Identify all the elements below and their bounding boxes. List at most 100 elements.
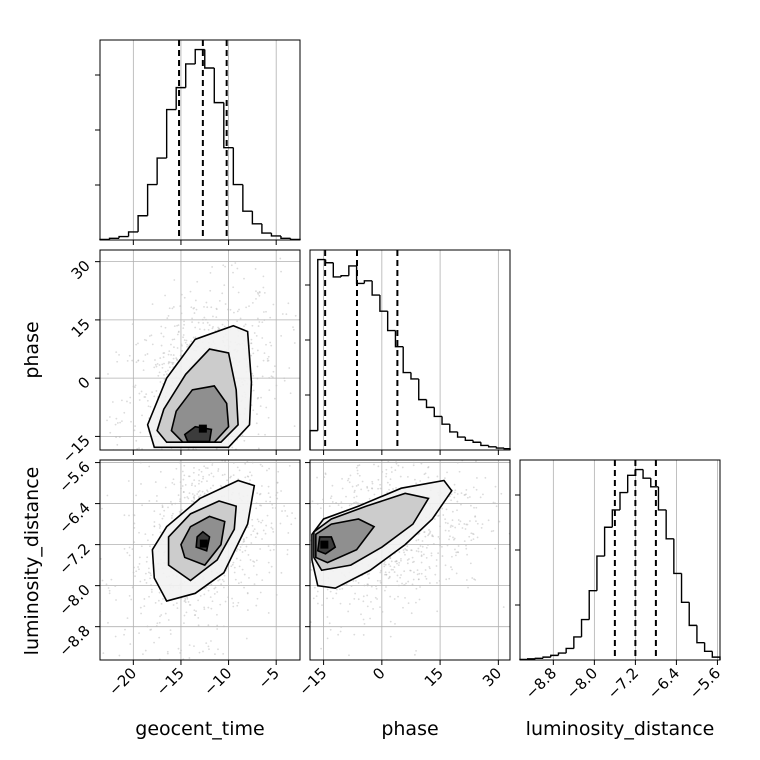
hist-panel-phase-bin-3 [332, 262, 342, 278]
hist-panel-phase-bin-16 [433, 407, 443, 418]
joint-panel-geocent-time-vs-luminosity-distance-contour-1 [167, 500, 238, 582]
hist-panel-luminosity-distance-bin-21 [680, 573, 690, 603]
y-axis-label-phase: phase [21, 321, 43, 378]
joint-panel-geocent-time-vs-phase-ytick-label-3: 30 [68, 257, 94, 283]
hist-panel-luminosity-distance-bin-25 [711, 651, 721, 660]
joint-panel-phase-vs-luminosity-distance: −15 0 15 30 [295, 459, 511, 699]
hist-panel-luminosity-distance-bin-19 [665, 509, 674, 540]
hist-panel-phase-bin-13 [410, 372, 419, 380]
hist-panel-phase-bin-8 [371, 280, 380, 296]
joint-panel-phase-vs-luminosity-distance-peak [320, 540, 329, 549]
hist-panel-geocent-time-bin-14 [232, 147, 243, 186]
hist-panel-phase-bin-22 [480, 442, 489, 447]
joint-panel-geocent-time-vs-luminosity-distance-frame [99, 459, 301, 661]
joint-panel-phase-vs-luminosity-distance-xtick-label-0: −15 [295, 664, 330, 699]
hist-panel-phase-frame [309, 249, 511, 451]
joint-panel-geocent-time-vs-luminosity-distance-plot-area [100, 460, 297, 660]
joint-panel-geocent-time-vs-phase-frame [99, 249, 301, 451]
hist-panel-geocent-time-bin-12 [213, 67, 224, 104]
hist-panel-luminosity-distance-bin-16 [642, 469, 651, 479]
hist-panel-geocent-time-bin-10 [194, 48, 205, 64]
hist-panel-geocent-time-bin-7 [165, 108, 177, 159]
hist-panel-luminosity-distance-bin-2 [534, 657, 544, 659]
hist-panel-phase-bin-0 [309, 429, 318, 450]
hist-panel-luminosity-distance-bin-18 [657, 486, 667, 511]
hist-panel-luminosity-distance-bin-8 [580, 618, 590, 637]
hist-panel-luminosity-distance-bin-22 [688, 602, 697, 627]
hist-panel-phase-bin-20 [464, 437, 474, 442]
joint-panel-phase-vs-luminosity-distance-frame [309, 459, 511, 661]
hist-panel-phase-bin-7 [363, 280, 373, 284]
hist-panel-luminosity-distance-bin-3 [542, 656, 551, 659]
hist-panel-geocent-time [95, 39, 301, 245]
hist-panel-luminosity-distance-bin-20 [673, 538, 682, 575]
hist-panel-geocent-time-bin-17 [261, 223, 272, 234]
joint-panel-phase-vs-luminosity-distance-contour-1 [313, 492, 430, 572]
hist-panel-luminosity-distance-bin-23 [696, 625, 705, 644]
hist-panel-phase-bin-21 [472, 440, 481, 443]
x-axis-label-geocent-time: geocent_time [135, 718, 264, 740]
joint-panel-geocent-time-vs-phase-ytick-label-2: 15 [68, 315, 94, 341]
joint-panel-geocent-time-vs-luminosity-distance-ytick-label-0: −8.8 [55, 622, 93, 660]
hist-panel-luminosity-distance-bin-13 [619, 491, 628, 510]
joint-panel-phase-vs-luminosity-distance-contour-0 [311, 479, 453, 590]
hist-panel-luminosity-distance-bin-6 [565, 647, 574, 654]
hist-panel-luminosity-distance-bin-15 [634, 468, 644, 476]
joint-panel-geocent-time-vs-luminosity-distance-contour-3 [195, 530, 211, 552]
hist-panel-phase-bin-1 [317, 258, 326, 431]
joint-panel-geocent-time-vs-phase-plot-area [106, 257, 297, 450]
hist-panel-luminosity-distance-bin-5 [557, 652, 567, 656]
joint-panel-geocent-time-vs-luminosity-distance-ytick-label-2: −7.2 [55, 540, 93, 578]
joint-panel-geocent-time-vs-luminosity-distance-ytick-label-4: −5.6 [55, 458, 93, 496]
joint-panel-phase-vs-luminosity-distance-contour-2 [315, 518, 376, 564]
hist-panel-phase [305, 249, 511, 455]
hist-panel-phase-bin-12 [402, 346, 411, 374]
joint-panel-geocent-time-vs-phase-contour-2 [170, 385, 230, 444]
hist-panel-phase-bin-10 [386, 311, 396, 332]
hist-panel-geocent-time-bin-3 [127, 231, 139, 237]
joint-panel-geocent-time-vs-luminosity-distance-ytick-label-1: −8.0 [55, 581, 93, 619]
hist-panel-geocent-time-bin-19 [280, 235, 291, 239]
hist-panel-luminosity-distance-bin-12 [611, 509, 620, 528]
hist-panel-geocent-time-bin-15 [242, 184, 253, 212]
joint-panel-geocent-time-vs-phase-density-2 [171, 385, 229, 443]
joint-panel-geocent-time-vs-phase-contour-0 [146, 324, 253, 449]
x-axis-label-luminosity-distance: luminosity_distance [526, 718, 715, 740]
hist-panel-luminosity-distance-xtick-label-4: −5.6 [686, 664, 724, 702]
joint-panel-geocent-time-vs-luminosity-distance-xtick-label-3: −5 [255, 664, 283, 692]
hist-panel-luminosity-distance-bin-10 [596, 555, 605, 591]
hist-panel-geocent-time-bin-18 [270, 233, 281, 237]
hist-panel-geocent-time-bin-11 [204, 49, 215, 69]
joint-panel-geocent-time-vs-phase-contour-1 [156, 348, 239, 444]
hist-panel-phase-bin-2 [324, 259, 334, 264]
axis-labels: geocent_time phase luminosity_distance p… [21, 321, 714, 740]
hist-panel-luminosity-distance-xtick-label-3: −6.4 [645, 664, 683, 702]
hist-panel-luminosity-distance-bin-7 [573, 636, 582, 649]
hist-panel-phase-bin-15 [425, 399, 435, 409]
hist-panel-luminosity-distance-bin-17 [650, 478, 659, 488]
hist-panel-geocent-time-bin-8 [175, 86, 186, 110]
y-axis-label-luminosity-distance: luminosity_distance [21, 467, 43, 656]
hist-panel-geocent-time-bin-6 [156, 157, 167, 185]
hist-panel-geocent-time-bin-5 [146, 183, 158, 216]
joint-panel-geocent-time-vs-luminosity-distance-xtick-label-1: −15 [153, 664, 188, 699]
x-axis-label-phase: phase [381, 718, 438, 740]
joint-panel-phase-vs-luminosity-distance-plot-area [310, 460, 510, 660]
hist-panel-luminosity-distance-bin-24 [703, 642, 713, 653]
joint-panel-geocent-time-vs-luminosity-distance-ytick-label-3: −6.4 [55, 499, 93, 537]
hist-panel-phase-bin-17 [441, 416, 450, 425]
joint-panel-geocent-time-vs-luminosity-distance-peak [199, 539, 208, 548]
joint-panel-phase-vs-luminosity-distance-xtick-label-2: 15 [421, 664, 447, 690]
joint-panel-phase-vs-luminosity-distance-contour-3 [316, 536, 337, 555]
hist-panel-luminosity-distance-bin-14 [626, 474, 636, 493]
hist-panel-phase-bin-18 [449, 424, 458, 433]
hist-panel-geocent-time-bin-13 [223, 102, 234, 149]
hist-panel-phase-bin-23 [487, 445, 497, 448]
hist-panel-luminosity-distance-xtick-label-1: −8.0 [563, 664, 601, 702]
hist-panel-phase-bin-11 [394, 330, 404, 348]
joint-panel-phase-vs-luminosity-distance-density-2 [315, 518, 375, 563]
joint-panel-geocent-time-vs-phase-ytick-label-1: 0 [74, 373, 93, 392]
hist-panel-phase-bin-9 [379, 295, 388, 312]
